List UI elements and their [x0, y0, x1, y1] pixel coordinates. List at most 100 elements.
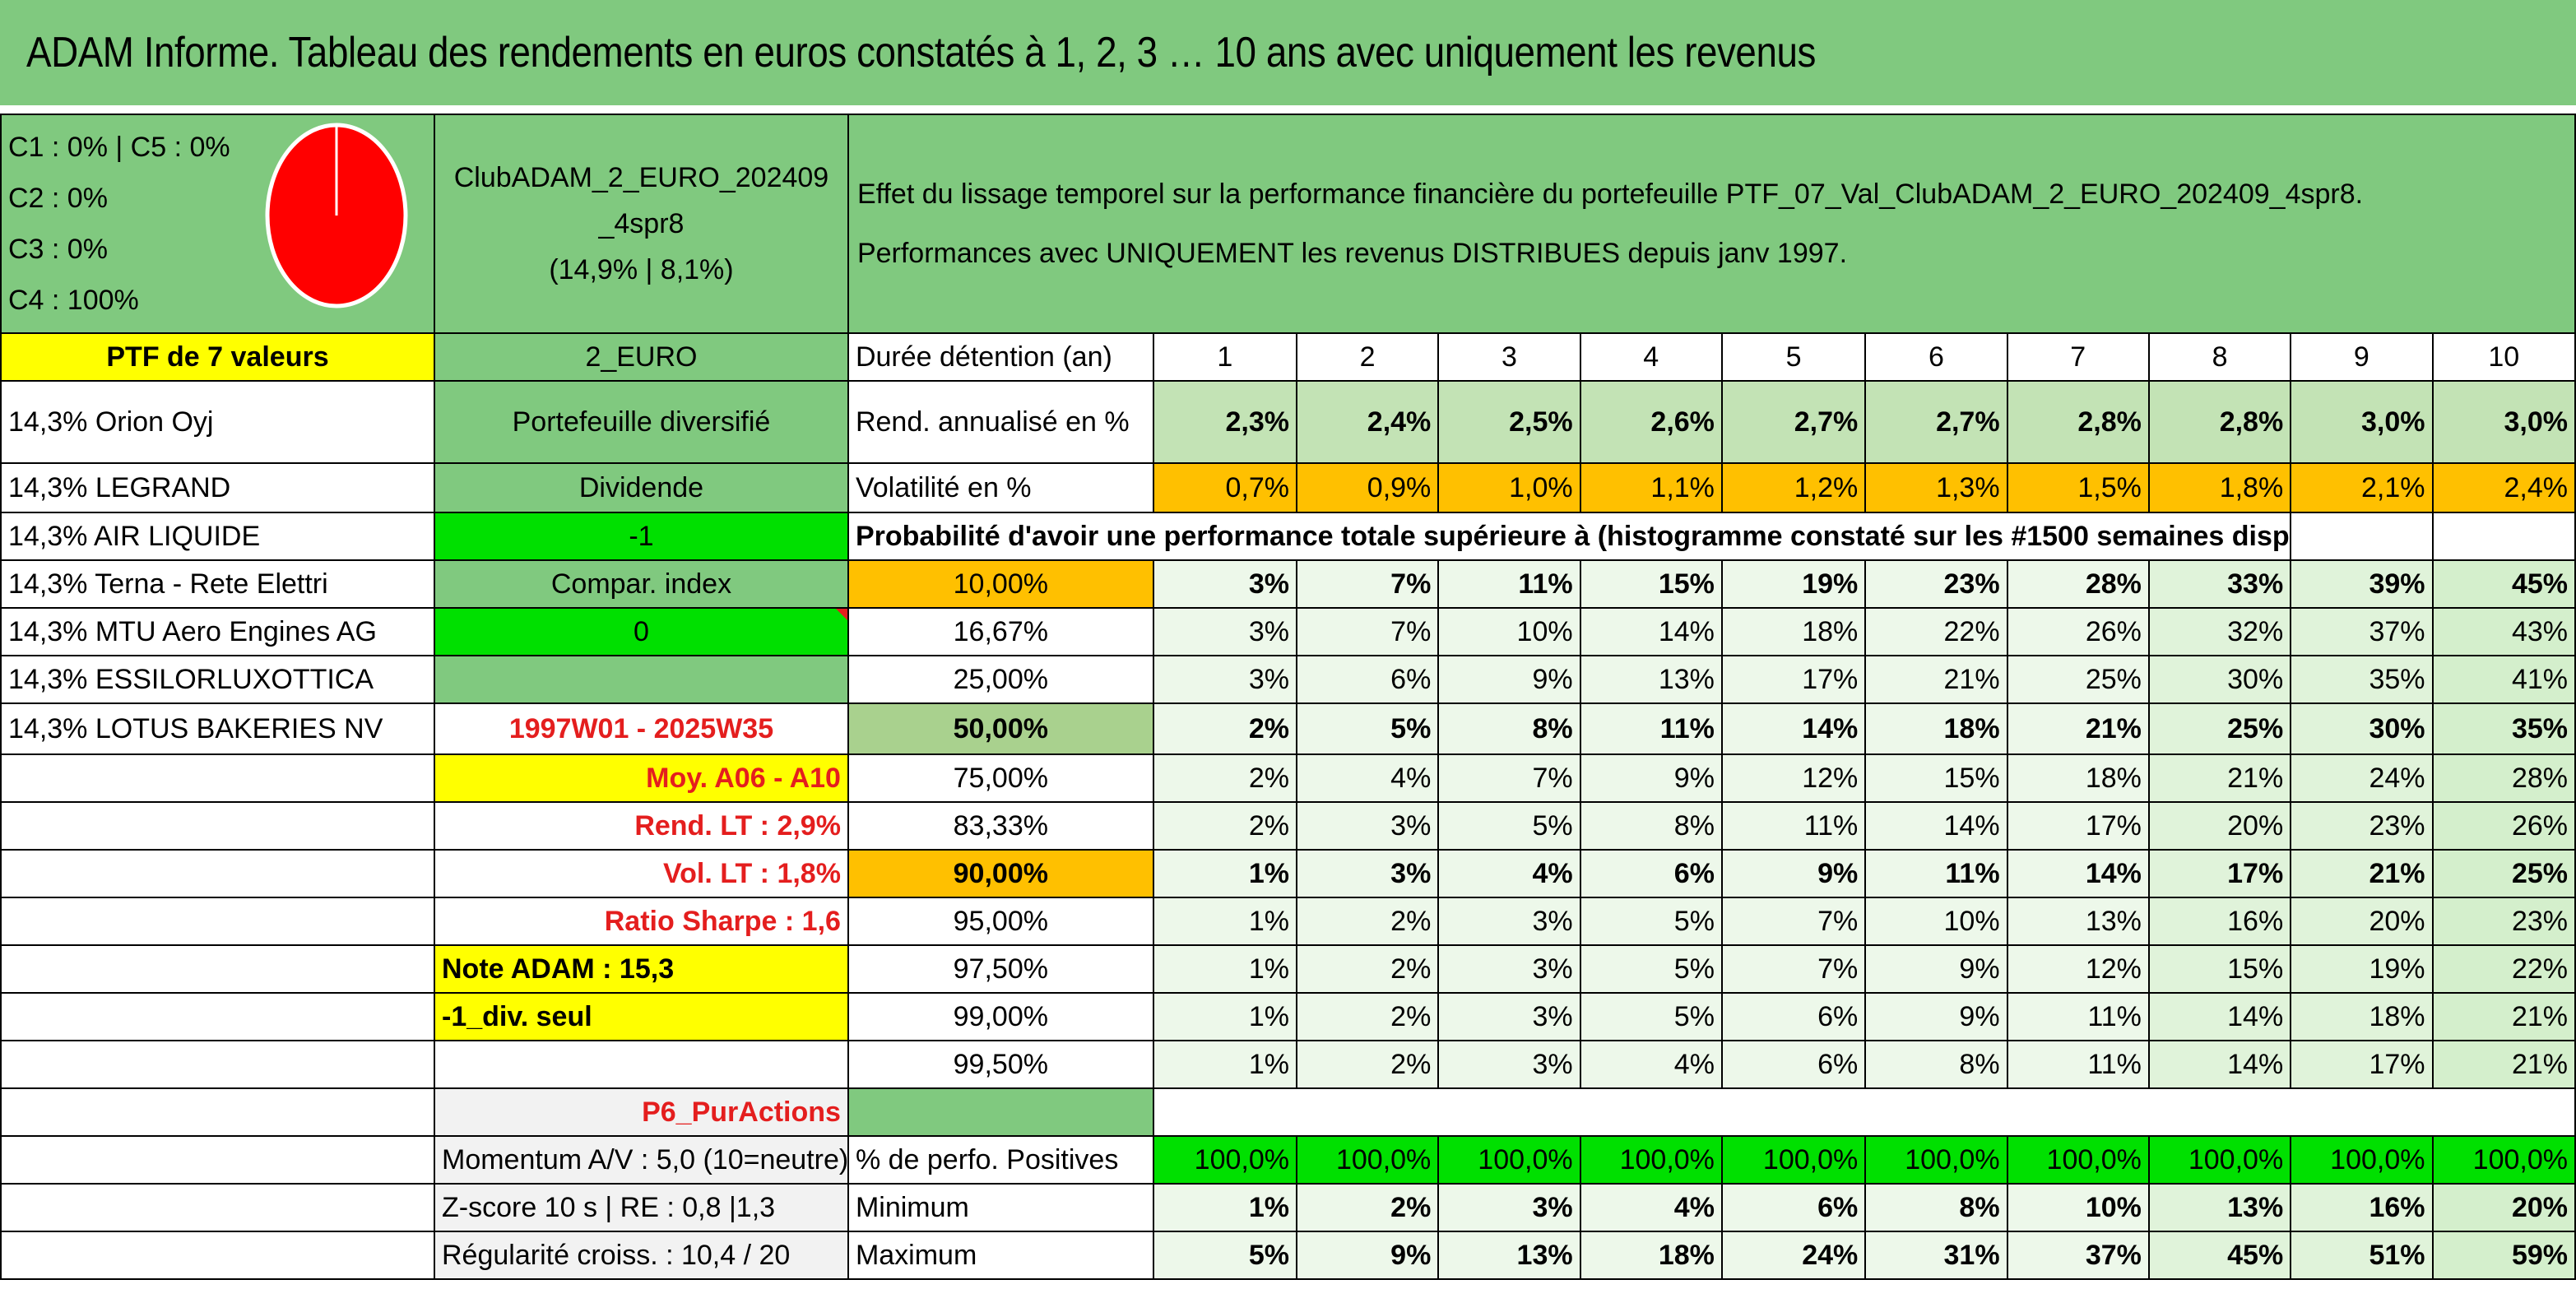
ptf-header: PTF de 7 valeurs — [0, 332, 435, 382]
positive-perf-cell: 100,0% — [2431, 1135, 2576, 1185]
volatility-label: Volatilité en % — [847, 462, 1154, 513]
probability-cell: 19% — [2290, 944, 2434, 994]
year-header: 9 — [2290, 332, 2434, 382]
year-header: 7 — [2006, 332, 2150, 382]
minimum-cell: 2% — [1295, 1183, 1440, 1232]
probability-cell: 3% — [1295, 849, 1440, 898]
volatility-cell: 1,8% — [2147, 462, 2292, 513]
annual-return-cell: 2,7% — [1864, 380, 2008, 464]
year-header: 5 — [1720, 332, 1867, 382]
probability-cell: 23% — [2290, 801, 2434, 851]
volatility-cell: 0,7% — [1152, 462, 1297, 513]
year-header: 8 — [2147, 332, 2292, 382]
empty-cell — [847, 1087, 1154, 1137]
probability-cell: 6% — [1295, 655, 1440, 704]
annual-return-cell: 3,0% — [2431, 380, 2576, 464]
maximum-cell: 59% — [2431, 1231, 2576, 1280]
regularite-label: Régularité croiss. : 10,4 / 20 — [434, 1231, 849, 1280]
probability-cell: 7% — [1295, 559, 1440, 609]
annual-return-cell: 2,5% — [1437, 380, 1581, 464]
probability-cell: 3% — [1437, 897, 1581, 946]
volatility-cell: 0,9% — [1295, 462, 1440, 513]
sharpe-label: Ratio Sharpe : 1,6 — [434, 897, 849, 946]
empty-cell — [434, 1040, 849, 1089]
probability-cell: 8% — [1864, 1040, 2008, 1089]
probability-cell: 7% — [1295, 607, 1440, 656]
maximum-cell: 37% — [2006, 1231, 2150, 1280]
portfolio-return-vol: (14,9% | 8,1%) — [549, 254, 734, 285]
probability-cell: 6% — [1720, 992, 1867, 1041]
probability-cell: 8% — [1437, 702, 1581, 755]
probability-cell: 2% — [1295, 897, 1440, 946]
probability-cell: 23% — [1864, 559, 2008, 609]
maximum-cell: 13% — [1437, 1231, 1581, 1280]
empty-cell — [0, 992, 435, 1041]
probability-cell: 7% — [1720, 944, 1867, 994]
probability-cell: 10% — [1864, 897, 2008, 946]
year-header: 6 — [1864, 332, 2008, 382]
rend-lt-label: Rend. LT : 2,9% — [434, 801, 849, 851]
probability-cell: 39% — [2290, 559, 2434, 609]
annual-return-cell: 2,8% — [2006, 380, 2150, 464]
probability-cell: 14% — [1579, 607, 1723, 656]
volatility-cell: 1,3% — [1864, 462, 2008, 513]
probability-threshold: 50,00% — [847, 702, 1154, 755]
probability-cell: 3% — [1152, 559, 1297, 609]
positive-perf-cell: 100,0% — [1720, 1135, 1867, 1185]
minimum-cell: 3% — [1437, 1183, 1581, 1232]
probability-cell: 1% — [1152, 992, 1297, 1041]
probability-cell: 18% — [1720, 607, 1867, 656]
probability-cell: 30% — [2290, 702, 2434, 755]
adam-note-label: Note ADAM : 15,3 — [434, 944, 849, 994]
probability-cell: 33% — [2147, 559, 2292, 609]
volatility-cell: 2,1% — [2290, 462, 2434, 513]
positive-perf-cell: 100,0% — [1152, 1135, 1297, 1185]
year-header: 2 — [1295, 332, 1440, 382]
annual-return-cell: 3,0% — [2290, 380, 2434, 464]
minimum-cell: 10% — [2006, 1183, 2150, 1232]
probability-cell: 21% — [2006, 702, 2150, 755]
compar-index-label: Compar. index — [434, 559, 849, 609]
probability-cell: 32% — [2147, 607, 2292, 656]
probability-cell: 1% — [1152, 897, 1297, 946]
probability-cell: 9% — [1437, 655, 1581, 704]
probability-threshold: 97,50% — [847, 944, 1154, 994]
annual-return-cell: 2,3% — [1152, 380, 1297, 464]
empty-cell — [0, 801, 435, 851]
probability-cell: 11% — [1579, 702, 1723, 755]
empty-cell — [0, 897, 435, 946]
p6-label: P6_PurActions — [434, 1087, 849, 1137]
probability-cell: 2% — [1152, 753, 1297, 803]
probability-cell: 17% — [2290, 1040, 2434, 1089]
holding-item: 14,3% LEGRAND — [0, 462, 435, 513]
probability-cell: 18% — [2006, 753, 2150, 803]
probability-cell: 23% — [2431, 897, 2576, 946]
probability-cell: 1% — [1152, 944, 1297, 994]
positive-perf-cell: 100,0% — [1437, 1135, 1581, 1185]
probability-cell: 11% — [2006, 992, 2150, 1041]
probability-cell: 21% — [1864, 655, 2008, 704]
allocation-line: C1 : 0% | C5 : 0% — [8, 132, 230, 163]
dividend-label: Dividende — [434, 462, 849, 513]
empty-cell — [0, 849, 435, 898]
minimum-cell: 6% — [1720, 1183, 1867, 1232]
momentum-label: Momentum A/V : 5,0 (10=neutre) — [434, 1135, 849, 1185]
probability-cell: 4% — [1579, 1040, 1723, 1089]
probability-label: Probabilité d'avoir une performance tota… — [847, 512, 2292, 561]
probability-cell: 9% — [1579, 753, 1723, 803]
probability-cell: 16% — [2147, 897, 2292, 946]
probability-cell: 21% — [2431, 992, 2576, 1041]
positive-perf-cell: 100,0% — [1864, 1135, 2008, 1185]
compar-index-value: 0 — [434, 607, 849, 656]
annual-return-cell: 2,8% — [2147, 380, 2292, 464]
probability-cell: 3% — [1437, 944, 1581, 994]
probability-cell: 21% — [2290, 849, 2434, 898]
probability-cell: 22% — [2431, 944, 2576, 994]
probability-cell: 25% — [2431, 849, 2576, 898]
probability-cell: 7% — [1720, 897, 1867, 946]
probability-cell: 6% — [1579, 849, 1723, 898]
holding-item: 14,3% MTU Aero Engines AG — [0, 607, 435, 656]
positive-perf-label: % de perfo. Positives — [847, 1135, 1154, 1185]
probability-cell: 9% — [1864, 944, 2008, 994]
probability-cell: 2% — [1295, 1040, 1440, 1089]
